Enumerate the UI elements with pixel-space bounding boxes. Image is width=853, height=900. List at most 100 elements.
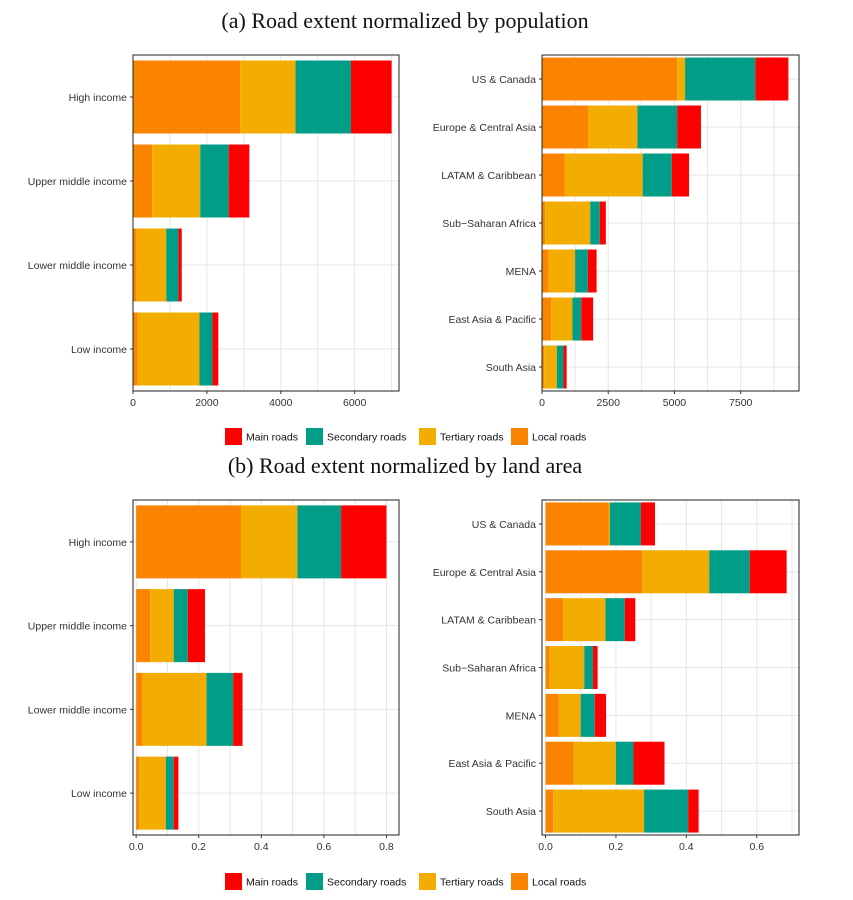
- plot-frame: [541, 54, 800, 392]
- x-tick-label: 0.8: [379, 841, 394, 853]
- bar-segment-local-roads: [542, 57, 678, 101]
- legend-label: Local roads: [532, 877, 586, 889]
- x-tick-label: 6000: [343, 397, 367, 409]
- y-tick-label: Sub−Saharan Africa: [442, 663, 536, 675]
- legend-label: Secondary roads: [327, 877, 406, 889]
- section-title-b: (b) Road extent normalized by land area: [228, 453, 583, 478]
- bar-segment-local-roads: [545, 741, 574, 785]
- bar-segment-local-roads: [545, 550, 643, 594]
- bar-segment-secondary-roads: [295, 60, 351, 134]
- bar-segment-tertiary-roads: [152, 144, 201, 218]
- bar-segment-local-roads: [136, 505, 241, 579]
- legend-swatch-tertiary-roads: [419, 873, 436, 890]
- y-tick-label: High income: [69, 92, 128, 104]
- bar-segment-tertiary-roads: [551, 297, 573, 341]
- legend-swatch-tertiary-roads: [419, 428, 436, 445]
- bar-segment-local-roads: [136, 672, 143, 746]
- bar-segment-main-roads: [563, 345, 567, 389]
- bar-segment-local-roads: [542, 249, 549, 293]
- bar-segment-tertiary-roads: [139, 756, 166, 830]
- bar-segment-secondary-roads: [642, 153, 672, 197]
- y-tick-label: MENA: [506, 710, 536, 722]
- bar-segment-local-roads: [136, 756, 140, 830]
- bar-segment-local-roads: [542, 153, 565, 197]
- bar-segment-main-roads: [587, 249, 597, 293]
- panel-area-income: High income Upper middle income Lower midd…: [28, 499, 400, 853]
- bar-segment-main-roads: [212, 312, 219, 386]
- x-tick-label: 7500: [729, 397, 753, 409]
- x-tick-label: 0.2: [191, 841, 206, 853]
- bar-segment-local-roads: [542, 345, 545, 389]
- bar-segment-main-roads: [228, 144, 250, 218]
- legend-label: Main roads: [246, 432, 298, 444]
- bar-segment-local-roads: [136, 589, 151, 663]
- legend-label: Tertiary roads: [440, 432, 504, 444]
- bar-segment-main-roads: [749, 550, 787, 594]
- bar-segment-secondary-roads: [590, 201, 600, 245]
- x-tick-label: 0.6: [749, 841, 764, 853]
- bar-segment-tertiary-roads: [553, 789, 645, 833]
- bar-segment-tertiary-roads: [563, 598, 606, 642]
- bar-segment-tertiary-roads: [588, 105, 638, 149]
- bar-segment-secondary-roads: [166, 228, 179, 302]
- bar-segment-secondary-roads: [644, 789, 689, 833]
- bar-segment-tertiary-roads: [642, 550, 710, 594]
- bar-segment-main-roads: [671, 153, 690, 197]
- x-tick-label: 2500: [597, 397, 621, 409]
- bar-segment-main-roads: [178, 228, 182, 302]
- y-tick-label: Upper middle income: [28, 176, 127, 188]
- y-tick-label: High income: [69, 537, 128, 549]
- bar-segment-secondary-roads: [173, 589, 188, 663]
- bar-segment-tertiary-roads: [137, 312, 200, 386]
- bar-segment-tertiary-roads: [142, 672, 207, 746]
- legend-label: Secondary roads: [327, 432, 406, 444]
- x-tick-label: 0.6: [317, 841, 332, 853]
- y-tick-label: East Asia & Pacific: [448, 314, 536, 326]
- panel-population-region: US & Canada Europe & Central Asia LATAM & …: [433, 54, 800, 409]
- y-tick-label: Europe & Central Asia: [433, 122, 536, 134]
- bar-segment-main-roads: [173, 756, 179, 830]
- legend-swatch-main-roads: [225, 428, 242, 445]
- legend-swatch-main-roads: [225, 873, 242, 890]
- y-tick-label: Sub−Saharan Africa: [442, 218, 536, 230]
- bar-segment-main-roads: [624, 598, 636, 642]
- bar-segment-main-roads: [350, 60, 392, 134]
- bar-segment-tertiary-roads: [545, 201, 591, 245]
- y-tick-label: LATAM & Caribbean: [441, 615, 536, 627]
- bar-segment-tertiary-roads: [240, 505, 298, 579]
- bar-segment-secondary-roads: [609, 502, 641, 546]
- bar-segment-main-roads: [187, 589, 205, 663]
- legend-swatch-local-roads: [511, 873, 528, 890]
- y-tick-label: US & Canada: [472, 519, 536, 531]
- bar-segment-main-roads: [599, 201, 606, 245]
- y-tick-label: South Asia: [486, 806, 536, 818]
- bar-segment-tertiary-roads: [544, 345, 557, 389]
- bar-segment-secondary-roads: [199, 312, 213, 386]
- bar-segment-secondary-roads: [605, 598, 625, 642]
- y-tick-label: East Asia & Pacific: [448, 758, 536, 770]
- panel-area-region: US & Canada Europe & Central Asia LATAM & …: [433, 499, 800, 853]
- x-tick-label: 0.0: [129, 841, 144, 853]
- bar-segment-main-roads: [640, 502, 656, 546]
- legend-label: Main roads: [246, 877, 298, 889]
- bar-segment-secondary-roads: [584, 646, 594, 689]
- x-tick-label: 0.4: [679, 841, 694, 853]
- bar-segment-main-roads: [341, 505, 387, 579]
- legend-label: Local roads: [532, 432, 586, 444]
- y-tick-label: Low income: [71, 788, 127, 800]
- bar-segment-local-roads: [133, 312, 138, 386]
- bar-segment-tertiary-roads: [677, 57, 686, 101]
- bar-segment-tertiary-roads: [558, 693, 581, 737]
- bar-segment-secondary-roads: [165, 756, 174, 830]
- y-tick-label: MENA: [506, 266, 536, 278]
- bar-segment-secondary-roads: [572, 297, 582, 341]
- y-tick-label: South Asia: [486, 362, 536, 374]
- x-tick-label: 2000: [195, 397, 219, 409]
- bar-segment-local-roads: [542, 105, 589, 149]
- bar-segment-main-roads: [755, 57, 789, 101]
- legend-a: Main roads Secondary roads Tertiary roads L…: [225, 428, 586, 445]
- panel-population-income: High income Upper middle income Lower midd…: [28, 54, 400, 409]
- section-title-a: (a) Road extent normalized by population: [221, 8, 588, 33]
- bar-segment-tertiary-roads: [608, 502, 610, 546]
